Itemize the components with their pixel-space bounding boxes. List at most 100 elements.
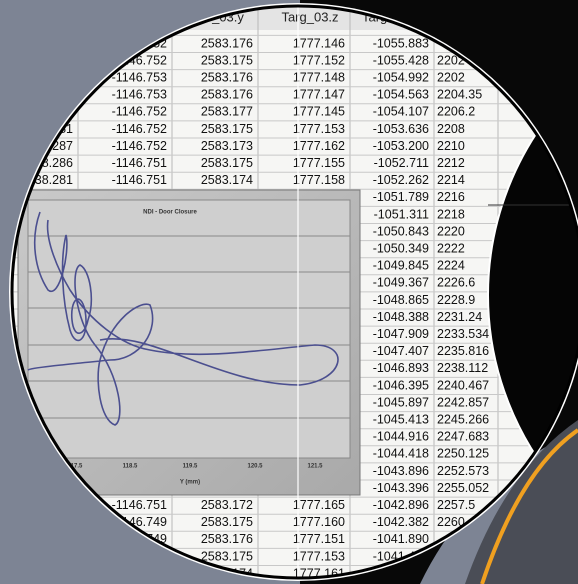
cell: -1046.893 [373, 361, 429, 375]
cell: -1043.896 [373, 464, 429, 478]
cell: -1041.890 [373, 532, 429, 546]
cell: 2220 [437, 224, 465, 238]
cell: 2204.35 [437, 88, 482, 102]
cell: 2238.112 [437, 361, 488, 375]
cell: -1053.200 [373, 139, 429, 153]
cell: 1777.151 [293, 532, 345, 546]
cell: 1777.162 [293, 139, 345, 153]
cell: 2218 [437, 207, 465, 221]
cell: -1049.845 [373, 259, 429, 273]
cell: 2245.266 [437, 412, 489, 426]
cell: 2231.24 [437, 310, 482, 324]
cell: 2212 [437, 156, 465, 170]
cell: -1048.388 [373, 310, 429, 324]
cell: 2583.172 [201, 498, 253, 512]
cell: -1044.916 [373, 430, 429, 444]
grey-area [465, 420, 578, 584]
cell: -1054.107 [373, 105, 429, 119]
x-tick-label: 120.5 [247, 464, 263, 470]
plot-area [27, 199, 351, 459]
cell: 2257.5 [437, 498, 475, 512]
cell: 2228.9 [437, 293, 475, 307]
chart-curve [27, 211, 339, 426]
x-ticks: 117.5 118.5 119.5 120.5 121.5 [68, 464, 324, 470]
cell: 2242.857 [437, 395, 489, 409]
cell: 2216 [437, 190, 465, 204]
cell: 2208 [437, 122, 465, 136]
cell: -1146.752 [112, 105, 167, 119]
cell: 2583.175 [201, 515, 253, 529]
plot-gridlines [28, 235, 350, 419]
cell: -1146.752 [112, 122, 167, 136]
cell: 2583.175 [201, 122, 253, 136]
header-cell: Targ_03.z [281, 9, 338, 24]
cell: -1054.563 [373, 88, 429, 102]
cell: 1777.161 [293, 566, 345, 580]
cell: 1777.148 [293, 70, 345, 84]
cell: 1777.152 [293, 53, 345, 67]
cell: 2210 [437, 139, 465, 153]
cell: 1777.158 [293, 173, 345, 187]
cell: -1051.789 [373, 190, 429, 204]
chart-title: NDI - Door Closure [143, 210, 197, 216]
cell: -1049.367 [373, 276, 429, 290]
cell: 2583.176 [201, 88, 253, 102]
cell: -1044.418 [373, 447, 429, 461]
cell: 2255.052 [437, 481, 489, 495]
cell: 1777.145 [293, 105, 345, 119]
cell: 1777.146 [293, 36, 345, 50]
cell: -1146.751 [112, 498, 167, 512]
cell: 1777.147 [293, 88, 345, 102]
cell: -1053.636 [373, 122, 429, 136]
cell: -1050.843 [373, 224, 429, 238]
cell: -1045.413 [373, 412, 429, 426]
cell: -1146.753 [112, 88, 167, 102]
cell: -1045.897 [373, 395, 429, 409]
cell: -1146.751 [112, 173, 167, 187]
cell: 2235.816 [437, 344, 489, 358]
cell: 2224 [437, 259, 465, 273]
cell: 2583.177 [201, 105, 253, 119]
embedded-chart: NDI - Door Closure 117.5 118.5 119.5 120.5 1… [17, 189, 361, 496]
cell: 2583.176 [201, 70, 253, 84]
cell: -1047.909 [373, 327, 429, 341]
cell: 2214 [437, 173, 465, 187]
orange-arc [480, 428, 578, 584]
cell: -1051.311 [374, 207, 429, 221]
cell: 2247.683 [437, 430, 489, 444]
cell: -1146.752 [112, 139, 167, 153]
cell: 2202 [437, 70, 465, 84]
lens-edge [10, 4, 578, 580]
cell: 2260 [437, 515, 465, 529]
cell: 2583.175 [201, 53, 253, 67]
cell: -1055.428 [373, 53, 429, 67]
cell: 2222 [437, 241, 465, 255]
cell: 1777.165 [293, 498, 345, 512]
cell: 2583.176 [201, 532, 253, 546]
cell: 2583.173 [201, 139, 253, 153]
x-tick-label: 118.5 [123, 464, 138, 470]
cell: -1146.751 [112, 156, 167, 170]
cell: -1043.396 [373, 481, 429, 495]
cell: -1042.896 [373, 498, 429, 512]
cell: 2583.176 [201, 36, 253, 50]
x-axis-label: Y (mm) [180, 480, 200, 486]
cell: -1052.711 [374, 156, 429, 170]
cell: 2583.175 [201, 156, 253, 170]
x-tick-label: 119.5 [183, 464, 198, 470]
cell: -1054.992 [373, 70, 429, 84]
cell: 1777.160 [293, 515, 345, 529]
cell: -1047.407 [373, 344, 429, 358]
cell: 2583.174 [201, 173, 253, 187]
dark-disc [487, 6, 578, 578]
cell: 1777.155 [293, 156, 345, 170]
cell: 1777.153 [293, 122, 345, 136]
cell: 2252.573 [437, 464, 489, 478]
x-tick-label: 117.5 [68, 464, 83, 470]
x-tick-label: 121.5 [307, 464, 323, 470]
cell: -1146.753 [112, 70, 167, 84]
cell: -1046.395 [373, 378, 429, 392]
cell: -1052.262 [373, 173, 429, 187]
cell: 2240.467 [437, 378, 489, 392]
